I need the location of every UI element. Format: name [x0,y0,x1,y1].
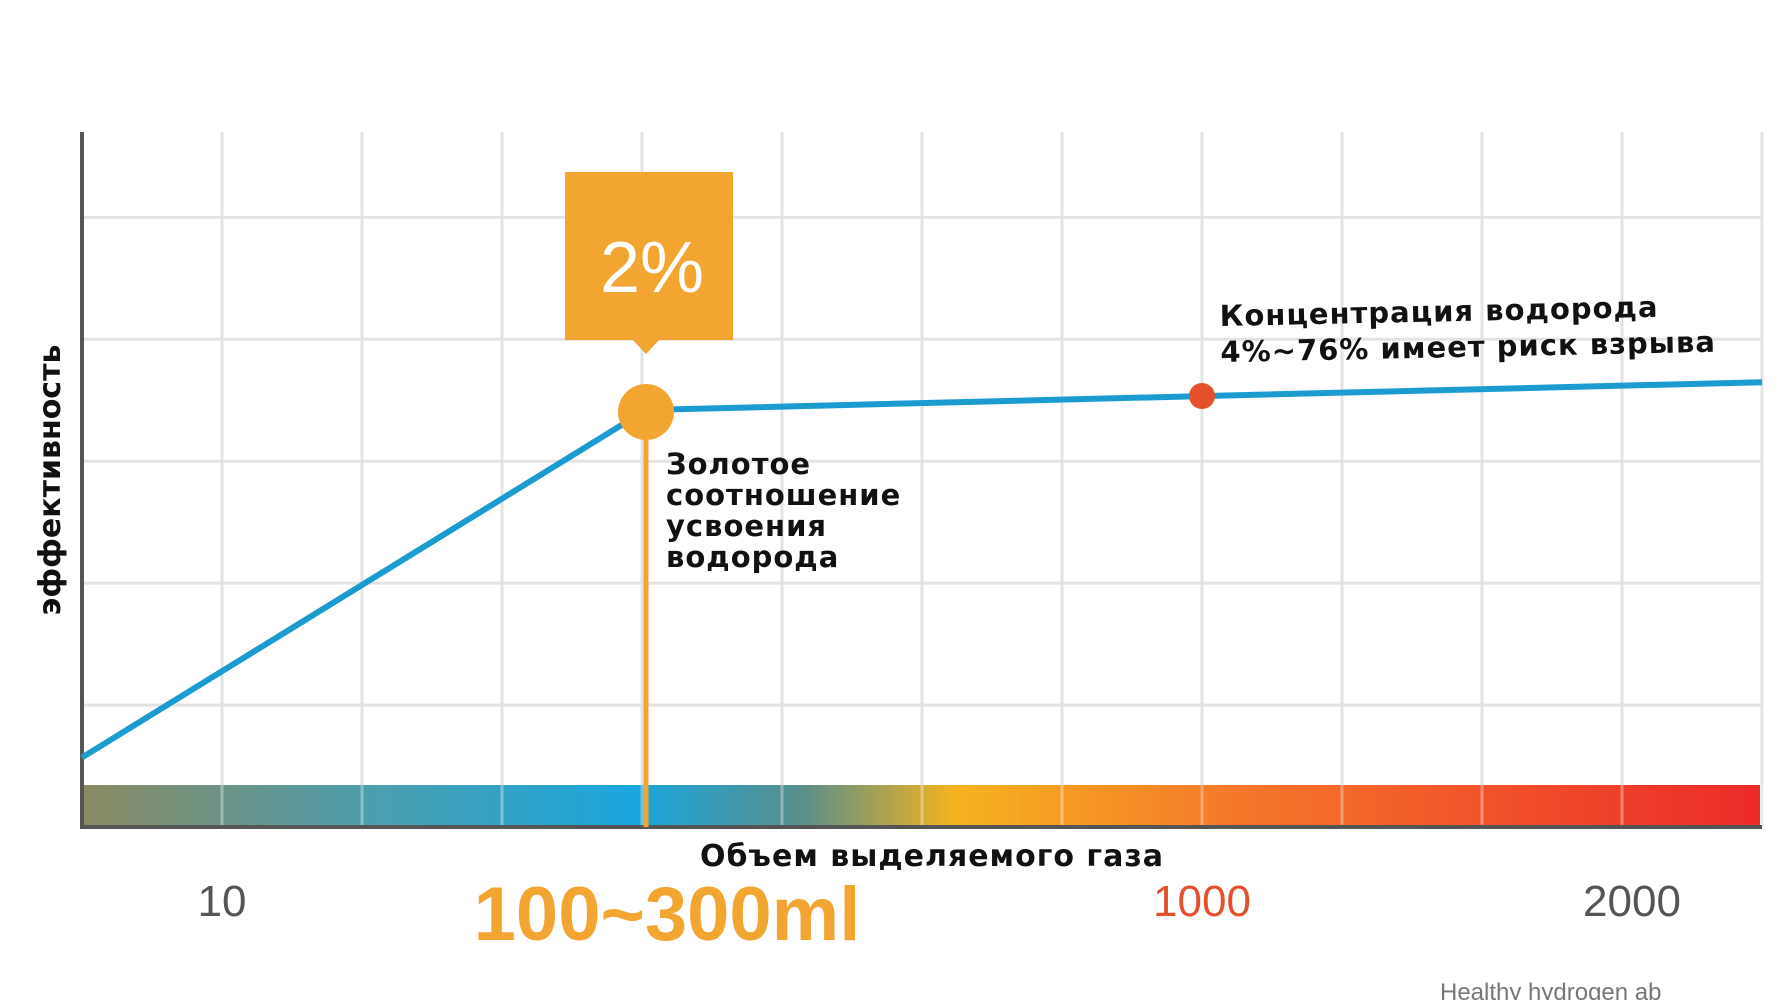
efficiency-series-line [80,379,1763,761]
x-tick-label: 10 [198,877,247,926]
explosion-risk-marker [1189,383,1215,409]
annotation-line: водорода [666,540,839,574]
callout-box [565,172,733,340]
series-layer [80,379,1763,761]
footer-watermark: Healthy hydrogen ab [1440,979,1661,1000]
annotation-line: Золотое [666,447,811,481]
x-tick-label: 100~300ml [474,872,861,957]
grid-lines [82,132,1764,827]
x-tick-label: 1000 [1153,877,1251,926]
explosion-risk-annotation: Концентрация водорода 4%~76% имеет риск … [1219,290,1716,369]
y-axis-label: эффективность [33,345,68,616]
golden-ratio-marker [618,384,674,440]
annotation-line: усвоения [666,509,827,543]
callout-pointer [632,339,660,354]
callout-value: 2% [600,228,704,308]
color-scale-bar [82,785,1760,827]
annotation-line: соотношение [666,478,901,512]
scale-bar-dividers [220,785,1764,827]
golden-ratio-annotation: Золотое соотношение усвоения водорода [666,447,901,574]
x-axis-label: Объем выделяемого газа [700,839,1164,874]
x-tick-label: 2000 [1583,877,1681,926]
callout-2-percent: 2% [565,172,733,354]
